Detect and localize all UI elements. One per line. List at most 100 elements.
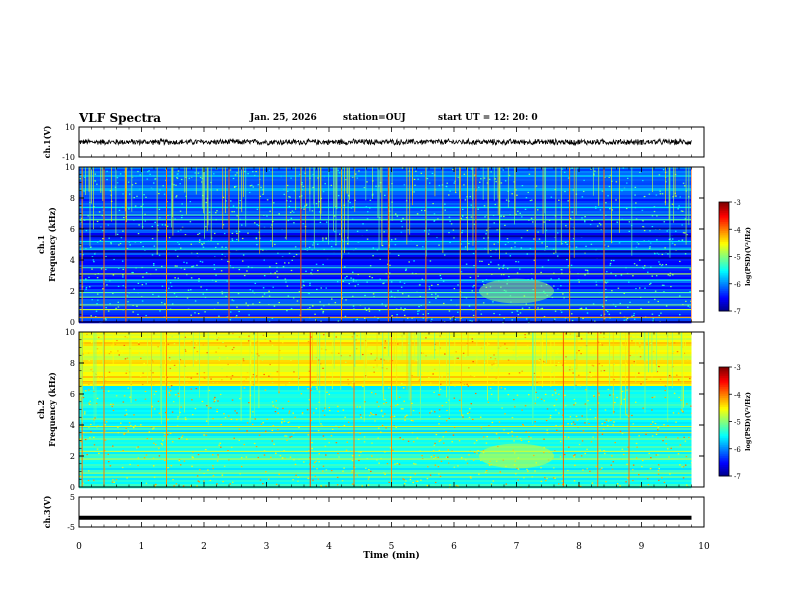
ch2-spectrogram-speckle [551, 352, 554, 354]
ch1-spectrogram-speckle [449, 241, 451, 244]
ch2-spectrogram-speckle [466, 462, 469, 464]
ch2-spectrogram-speckle [104, 424, 106, 426]
ch1-spectrogram-speckle [554, 310, 557, 312]
ch2-spectrogram-speckle [288, 421, 291, 423]
ch1-spectrogram-speckle [179, 247, 182, 249]
ch1-spectrogram-speckle [504, 180, 507, 182]
ch2-spectrogram-speckle [196, 373, 199, 375]
ch2-spectrogram-speckle [514, 342, 517, 344]
ch2-colorbar-gradient-step [719, 441, 729, 444]
ch2-spectrogram-speckle [179, 464, 182, 466]
ch1-spectrogram-speckle [571, 313, 573, 315]
ch2-spectrogram-speckle [219, 393, 222, 396]
ch1-spectrogram-speckle [567, 177, 570, 179]
ch2-spectrogram-speckle [611, 455, 613, 457]
ch1-spectrogram-speckle [454, 180, 456, 182]
ch2-spectrogram-speckle [317, 430, 320, 432]
ch2-spectrogram-speckle [681, 466, 683, 468]
ch2-spectrogram-speckle [648, 452, 650, 454]
ch1-colorbar-gradient-step [719, 256, 729, 259]
ch1-spectrogram-row [79, 289, 692, 292]
ch1-colorbar-gradient-step [719, 227, 729, 230]
ch1-spectrogram-speckle [560, 285, 562, 287]
ch2-spectrogram-speckle [325, 485, 327, 487]
ch1-spectrogram-speckle [309, 282, 311, 284]
ch1-spectrogram-speckle [98, 211, 101, 213]
ch2-spectrogram-speckle [543, 438, 545, 440]
ch2-spectrogram-speckle [429, 412, 431, 414]
ch1-spectrogram-speckle [205, 201, 208, 204]
ch2-spectrogram-speckle [172, 401, 175, 403]
ch1-spectrogram-speckle [417, 313, 419, 315]
ch1-spectrogram-speckle [605, 309, 608, 311]
ch2-spectrogram-speckle [338, 352, 340, 354]
ch1-spectrogram-speckle [276, 270, 278, 272]
ch2-spectrogram-speckle [621, 344, 623, 346]
ch1-spectrogram-speckle [651, 226, 654, 228]
ch1-spectrogram-row [79, 197, 692, 200]
ch1-colorbar-gradient-step [719, 265, 729, 268]
ch2-spectrogram-speckle [614, 401, 616, 404]
ch2-spectrogram-speckle [112, 445, 114, 447]
ch1-spectrogram-speckle [381, 244, 384, 247]
ch2-spectrogram-speckle [283, 420, 286, 422]
ch1-spectrogram-speckle [626, 177, 629, 180]
ch1-spectrogram-speckle [553, 272, 555, 274]
ch2-spectrogram-speckle [441, 376, 443, 378]
ch1-spectrogram-speckle [536, 209, 539, 211]
ch2-spectrogram-speckle [122, 401, 125, 403]
ch1-spectrogram-speckle [159, 189, 161, 191]
ch2-spectrogram-speckle [277, 429, 279, 431]
ch2-spectrogram-speckle [498, 437, 501, 439]
ch2-spectrogram-speckle [403, 400, 405, 402]
ch1-spectrogram-speckle [342, 167, 344, 169]
ch2-spectrogram-speckle [217, 400, 219, 402]
ch2-spectrogram-speckle [368, 476, 370, 478]
ch2-spectrogram-speckle [190, 377, 193, 379]
ch2-spectrogram-speckle [534, 425, 536, 427]
ch1-spectrogram-speckle [151, 225, 153, 228]
ch1-colorbar-gradient-step [719, 254, 729, 257]
ch2-spectrogram-speckle [412, 409, 415, 412]
ch2-spectrogram-speckle [555, 425, 557, 427]
ch2-spectrogram-speckle [389, 416, 392, 418]
ch2-spectrogram-row [79, 480, 692, 483]
ch1-spectrogram-speckle [152, 293, 154, 296]
ch1-spectrogram-speckle [460, 317, 462, 319]
ch2-spectrogram-speckle [553, 404, 556, 407]
ch1-spectrogram-speckle [229, 169, 232, 171]
ch1-spectrogram-speckle [429, 260, 432, 262]
ch1-spectrogram-speckle [334, 302, 337, 304]
ch1-colorbar-gradient-step [719, 245, 729, 248]
ch2-spectrogram-speckle [469, 382, 472, 384]
ch1-spectrogram-speckle [606, 281, 609, 283]
ch2-spectrogram-speckle [384, 399, 386, 401]
ch2-spectrogram-speckle [684, 352, 686, 354]
ch1-spectrogram-speckle [575, 246, 578, 248]
ch1-spectrogram-speckle [672, 196, 674, 198]
ch1-spectrogram-speckle [338, 233, 341, 235]
ch1-spectrogram-speckle [437, 284, 439, 286]
ch2-spectrogram-row [79, 398, 692, 401]
ch1-spectrogram-speckle [444, 203, 446, 205]
ch2-spectrogram-row [79, 414, 692, 417]
ch1-spectrogram-speckle [303, 205, 306, 207]
ch1-spectrogram-speckle [249, 289, 252, 291]
ch2-spectrogram-speckle [429, 382, 432, 384]
ch2-spectrogram-speckle [403, 478, 405, 481]
ch2-spectrogram-speckle [611, 468, 614, 470]
ch1-spectrogram-speckle [243, 170, 246, 173]
ch1-spectrogram-speckle [363, 187, 366, 189]
ch1-spectrogram-speckle [358, 170, 360, 172]
ch2-spectrogram-speckle [356, 335, 358, 337]
ch1-spectrogram-speckle [351, 176, 354, 178]
ch1-spectrogram-speckle [603, 318, 606, 320]
ch1-colorbar-gradient-step [719, 220, 729, 223]
ch2-spectrogram-speckle [204, 377, 206, 379]
ch2-spectrogram-speckle [688, 436, 690, 439]
ch2-spectrogram-speckle [207, 469, 209, 471]
ch2-spectrogram-speckle [378, 427, 380, 429]
ch2-spectrogram-row [79, 456, 692, 459]
ch1-spectrogram-speckle [129, 244, 131, 246]
ch1-spectrogram-speckle [383, 231, 385, 233]
